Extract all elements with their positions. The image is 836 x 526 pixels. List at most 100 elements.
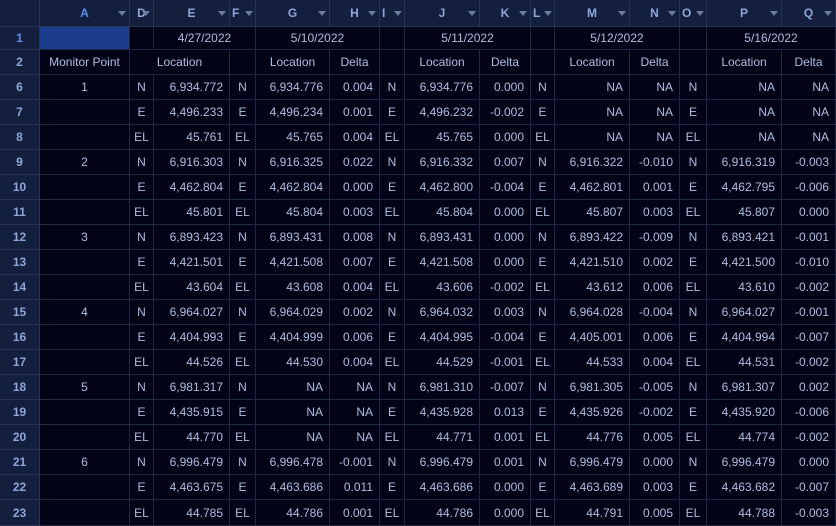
cell-m-11[interactable]: 45.807 xyxy=(555,200,630,225)
filter-dropdown-icon[interactable] xyxy=(519,11,527,16)
column-header-h[interactable]: H xyxy=(330,0,380,27)
cell-m-8[interactable]: NA xyxy=(555,125,630,150)
cell-e-20[interactable]: 44.770 xyxy=(154,425,230,450)
delta-label-q[interactable]: Delta xyxy=(782,50,836,75)
cell-i1[interactable] xyxy=(380,27,405,50)
cell-k-7[interactable]: -0.002 xyxy=(480,100,531,125)
cell-i-7[interactable]: E xyxy=(380,100,405,125)
filter-dropdown-icon[interactable] xyxy=(218,11,226,16)
cell-p-22[interactable]: 4,463.682 xyxy=(707,475,782,500)
cell-g-8[interactable]: 45.765 xyxy=(256,125,330,150)
cell-q-16[interactable]: -0.007 xyxy=(782,325,836,350)
monitor-point-label[interactable]: Monitor Point xyxy=(40,50,130,75)
cell-g-12[interactable]: 6,893.431 xyxy=(256,225,330,250)
cell-j-17[interactable]: 44.529 xyxy=(405,350,480,375)
cell-i-15[interactable]: N xyxy=(380,300,405,325)
cell-p-18[interactable]: 6,981.307 xyxy=(707,375,782,400)
cell-i-19[interactable]: E xyxy=(380,400,405,425)
cell-m-7[interactable]: NA xyxy=(555,100,630,125)
filter-dropdown-icon[interactable] xyxy=(318,11,326,16)
row-header-21[interactable]: 21 xyxy=(0,450,40,475)
cell-k-23[interactable]: 0.000 xyxy=(480,500,531,526)
cell-f-7[interactable]: E xyxy=(230,100,256,125)
cell-l-15[interactable]: N xyxy=(531,300,555,325)
cell-n-19[interactable]: -0.002 xyxy=(630,400,680,425)
row-header-11[interactable]: 11 xyxy=(0,200,40,225)
cell-q-9[interactable]: -0.003 xyxy=(782,150,836,175)
cell-q-19[interactable]: -0.006 xyxy=(782,400,836,425)
cell-q-6[interactable]: NA xyxy=(782,75,836,100)
cell-p-7[interactable]: NA xyxy=(707,100,782,125)
column-header-m[interactable]: M xyxy=(555,0,630,27)
cell-o-8[interactable]: EL xyxy=(680,125,707,150)
row-header-19[interactable]: 19 xyxy=(0,400,40,425)
date-header-p[interactable]: 5/16/2022 xyxy=(707,27,836,50)
cell-m-17[interactable]: 44.533 xyxy=(555,350,630,375)
cell-n-18[interactable]: -0.005 xyxy=(630,375,680,400)
cell-p-17[interactable]: 44.531 xyxy=(707,350,782,375)
cell-d-14[interactable]: EL xyxy=(130,275,154,300)
filter-dropdown-icon[interactable] xyxy=(368,11,376,16)
cell-n-7[interactable]: NA xyxy=(630,100,680,125)
cell-j-13[interactable]: 4,421.508 xyxy=(405,250,480,275)
cell-k-14[interactable]: -0.002 xyxy=(480,275,531,300)
cell-e-16[interactable]: 4,404.993 xyxy=(154,325,230,350)
cell-l-17[interactable]: EL xyxy=(531,350,555,375)
cell-d-19[interactable]: E xyxy=(130,400,154,425)
date-header-g[interactable]: 5/10/2022 xyxy=(256,27,380,50)
location-label-g[interactable]: Location xyxy=(256,50,330,75)
cell-a-14[interactable] xyxy=(40,275,130,300)
cell-e-13[interactable]: 4,421.501 xyxy=(154,250,230,275)
cell-o-9[interactable]: N xyxy=(680,150,707,175)
cell-j-12[interactable]: 6,893.431 xyxy=(405,225,480,250)
cell-f-22[interactable]: E xyxy=(230,475,256,500)
cell-f-14[interactable]: EL xyxy=(230,275,256,300)
cell-l-12[interactable]: N xyxy=(531,225,555,250)
filter-dropdown-icon[interactable] xyxy=(468,11,476,16)
cell-g-22[interactable]: 4,463.686 xyxy=(256,475,330,500)
cell-o2[interactable] xyxy=(680,50,707,75)
cell-a-21[interactable]: 6 xyxy=(40,450,130,475)
cell-a-18[interactable]: 5 xyxy=(40,375,130,400)
cell-g-23[interactable]: 44.786 xyxy=(256,500,330,526)
cell-g-13[interactable]: 4,421.508 xyxy=(256,250,330,275)
cell-q-21[interactable]: 0.000 xyxy=(782,450,836,475)
cell-o-22[interactable]: E xyxy=(680,475,707,500)
cell-l-14[interactable]: EL xyxy=(531,275,555,300)
cell-e-15[interactable]: 6,964.027 xyxy=(154,300,230,325)
cell-g-10[interactable]: 4,462.804 xyxy=(256,175,330,200)
cell-a-6[interactable]: 1 xyxy=(40,75,130,100)
cell-h-6[interactable]: 0.004 xyxy=(330,75,380,100)
cell-h-19[interactable]: NA xyxy=(330,400,380,425)
cell-d-21[interactable]: N xyxy=(130,450,154,475)
cell-q-12[interactable]: -0.001 xyxy=(782,225,836,250)
cell-i-14[interactable]: EL xyxy=(380,275,405,300)
cell-k-12[interactable]: 0.000 xyxy=(480,225,531,250)
cell-m-18[interactable]: 6,981.305 xyxy=(555,375,630,400)
row-header-22[interactable]: 22 xyxy=(0,475,40,500)
cell-n-9[interactable]: -0.010 xyxy=(630,150,680,175)
cell-n-15[interactable]: -0.004 xyxy=(630,300,680,325)
cell-p-15[interactable]: 6,964.027 xyxy=(707,300,782,325)
cell-h-18[interactable]: NA xyxy=(330,375,380,400)
cell-o-19[interactable]: E xyxy=(680,400,707,425)
cell-l2[interactable] xyxy=(531,50,555,75)
cell-d-17[interactable]: EL xyxy=(130,350,154,375)
cell-n-10[interactable]: 0.001 xyxy=(630,175,680,200)
cell-p-9[interactable]: 6,916.319 xyxy=(707,150,782,175)
cell-i-11[interactable]: EL xyxy=(380,200,405,225)
cell-d-13[interactable]: E xyxy=(130,250,154,275)
cell-q-13[interactable]: -0.010 xyxy=(782,250,836,275)
cell-a-22[interactable] xyxy=(40,475,130,500)
cell-i-17[interactable]: EL xyxy=(380,350,405,375)
cell-e-10[interactable]: 4,462.804 xyxy=(154,175,230,200)
cell-k-21[interactable]: 0.001 xyxy=(480,450,531,475)
cell-g-9[interactable]: 6,916.325 xyxy=(256,150,330,175)
row-header-13[interactable]: 13 xyxy=(0,250,40,275)
cell-f-17[interactable]: EL xyxy=(230,350,256,375)
cell-q-20[interactable]: -0.002 xyxy=(782,425,836,450)
cell-m-15[interactable]: 6,964.028 xyxy=(555,300,630,325)
cell-l-10[interactable]: E xyxy=(531,175,555,200)
cell-l-6[interactable]: N xyxy=(531,75,555,100)
cell-m-19[interactable]: 4,435.926 xyxy=(555,400,630,425)
